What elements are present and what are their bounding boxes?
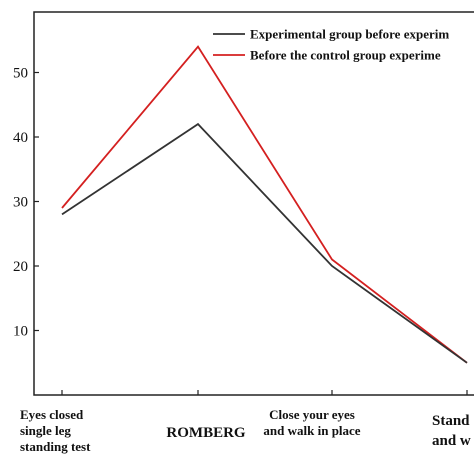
- x-category-label: standing test: [20, 439, 91, 454]
- x-category-label: Stand: [432, 413, 470, 429]
- y-tick-label: 40: [13, 130, 28, 146]
- y-axis: 10 20 30 40 50: [13, 66, 39, 340]
- legend: Experimental group before experim Before …: [213, 27, 449, 63]
- x-category-label: Close your eyes: [269, 407, 355, 422]
- y-tick-label: 50: [13, 66, 28, 82]
- legend-label: Experimental group before experim: [250, 27, 449, 42]
- x-category-label: Eyes closed: [20, 407, 84, 422]
- x-category-label: ROMBERG: [166, 425, 246, 441]
- legend-label: Before the control group experime: [250, 48, 441, 63]
- y-tick-label: 10: [13, 324, 28, 340]
- series-line: [61, 122, 468, 364]
- series-line: [61, 45, 468, 364]
- series-lines: [61, 45, 468, 364]
- y-tick-label: 20: [13, 259, 28, 275]
- x-category-label: and w: [432, 433, 471, 449]
- plot-frame: [33, 11, 474, 396]
- y-tick-label: 30: [13, 195, 28, 211]
- x-category-label: and walk in place: [263, 423, 360, 438]
- x-category-label: single leg: [20, 423, 71, 438]
